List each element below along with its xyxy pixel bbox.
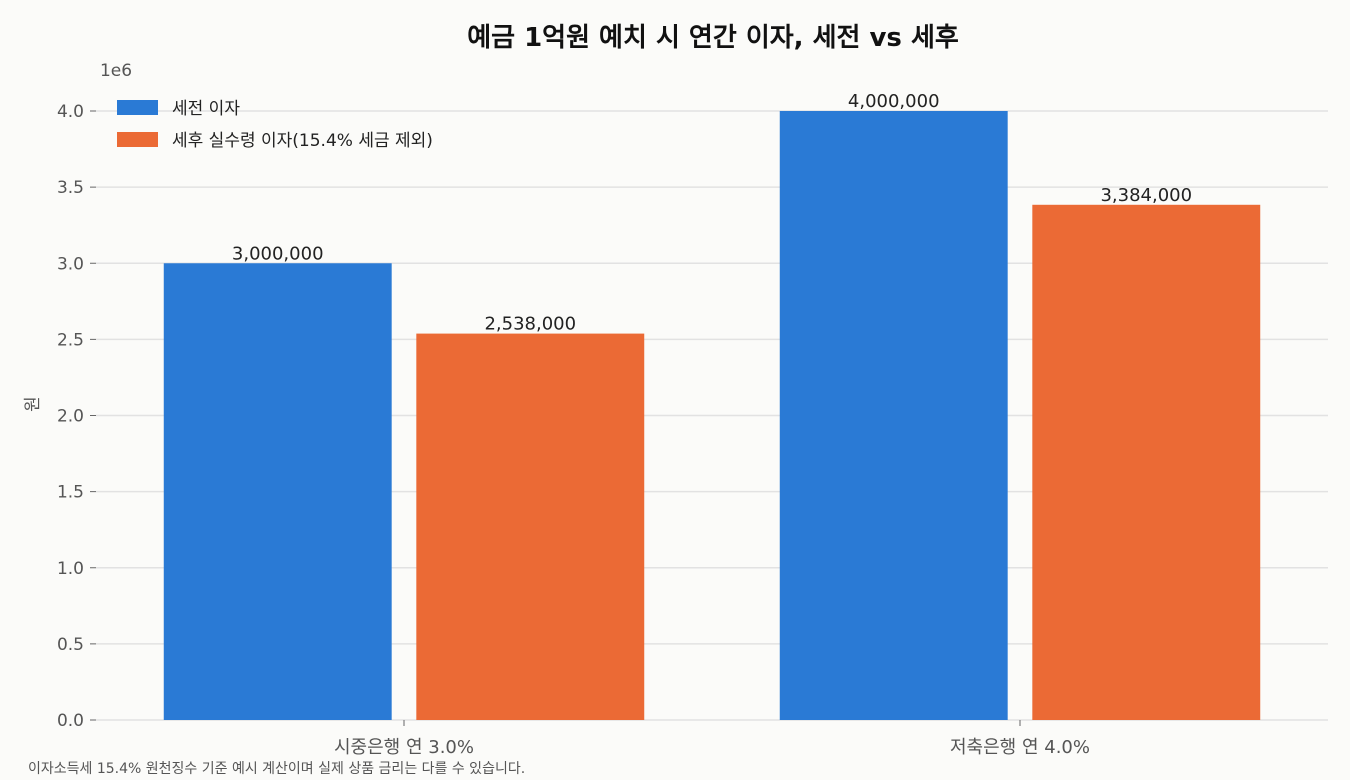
bar-value-label: 4,000,000 <box>848 91 940 112</box>
bar-value-label: 3,384,000 <box>1100 185 1192 206</box>
bar-value-label: 2,538,000 <box>484 314 576 335</box>
y-axis: 0.0 0.5 1.0 1.5 2.0 2.5 3.0 3.5 4.0 <box>57 102 96 731</box>
chart-title: 예금 1억원 예치 시 연간 이자, 세전 vs 세후 <box>467 23 959 53</box>
y-axis-offset-label: 1e6 <box>100 61 132 81</box>
bar-pretax <box>163 263 392 720</box>
footnote: 이자소득세 15.4% 원천징수 기준 예시 계산이며 실제 상품 금리는 다를… <box>28 761 525 777</box>
legend-label: 세후 실수령 이자(15.4% 세금 제외) <box>172 131 433 151</box>
y-tick-label: 1.5 <box>57 483 84 503</box>
bar-value-label: 3,000,000 <box>232 243 324 264</box>
y-tick-label: 3.0 <box>57 254 84 274</box>
x-tick-label: 저축은행 연 4.0% <box>950 737 1090 758</box>
bar-aftertax <box>416 333 645 720</box>
y-tick-label: 0.5 <box>57 635 84 655</box>
bars-group: 3,000,000 2,538,000 4,000,000 3,384,000 <box>163 91 1261 720</box>
legend-label: 세전 이자 <box>172 99 240 119</box>
y-tick-label: 4.0 <box>57 102 84 122</box>
y-axis-label: 원 <box>23 396 43 412</box>
legend-swatch <box>117 132 158 147</box>
x-tick-label: 시중은행 연 3.0% <box>334 737 474 758</box>
y-tick-label: 1.0 <box>57 559 84 579</box>
bar-aftertax <box>1032 204 1261 720</box>
y-tick-label: 2.0 <box>57 407 84 427</box>
y-tick-label: 0.0 <box>57 711 84 731</box>
x-axis: 시중은행 연 3.0% 저축은행 연 4.0% <box>334 720 1090 758</box>
y-tick-label: 2.5 <box>57 330 84 350</box>
bar-pretax <box>779 111 1008 720</box>
legend-swatch <box>117 100 158 115</box>
y-tick-label: 3.5 <box>57 178 84 198</box>
